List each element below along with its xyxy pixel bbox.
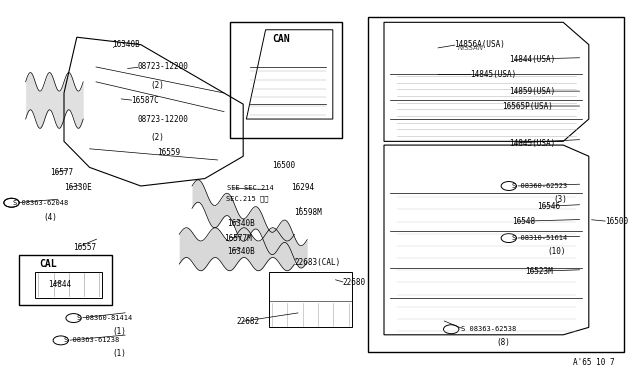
Text: 16577: 16577 (50, 169, 73, 177)
Text: (3): (3) (554, 195, 568, 203)
Text: 16577M: 16577M (224, 234, 252, 243)
Text: (1): (1) (112, 327, 126, 336)
Text: 16546: 16546 (538, 202, 561, 211)
Text: S 08310-51614: S 08310-51614 (512, 235, 567, 241)
Text: 16500: 16500 (605, 217, 628, 226)
Text: NISSAN: NISSAN (458, 45, 483, 51)
Text: (4): (4) (44, 213, 58, 222)
Text: SEE SEC.214: SEE SEC.214 (227, 185, 274, 191)
Text: 14845(USA): 14845(USA) (470, 70, 516, 79)
Text: (2): (2) (150, 133, 164, 142)
Text: (2): (2) (150, 81, 164, 90)
Text: 16598M: 16598M (294, 208, 322, 217)
Text: (8): (8) (496, 338, 510, 347)
Text: 16587C: 16587C (131, 96, 159, 105)
Text: CAN: CAN (272, 34, 290, 44)
Text: S 08360-81414: S 08360-81414 (77, 315, 132, 321)
Text: 14844: 14844 (48, 280, 71, 289)
Text: 14844(USA): 14844(USA) (509, 55, 555, 64)
Text: S 08363-62538: S 08363-62538 (461, 326, 516, 332)
Text: 16340B: 16340B (227, 247, 255, 256)
Text: S 08363-61238: S 08363-61238 (64, 337, 119, 343)
Text: 22682: 22682 (237, 317, 260, 326)
Text: 08723-12200: 08723-12200 (138, 62, 188, 71)
Text: S 08360-62523: S 08360-62523 (512, 183, 567, 189)
Text: 16548: 16548 (512, 217, 535, 226)
Text: 16330E: 16330E (64, 183, 92, 192)
Text: 16559: 16559 (157, 148, 180, 157)
Text: 22683(CAL): 22683(CAL) (294, 258, 340, 267)
Text: 14859(USA): 14859(USA) (509, 87, 555, 96)
Text: S 08363-62048: S 08363-62048 (13, 200, 68, 206)
Text: A'65 10 7: A'65 10 7 (573, 358, 614, 367)
Text: 16294: 16294 (291, 183, 314, 192)
Text: (10): (10) (547, 247, 566, 256)
Text: 22680: 22680 (342, 278, 365, 287)
Text: (1): (1) (112, 349, 126, 358)
Text: 16340B: 16340B (112, 40, 140, 49)
Text: 16500: 16500 (272, 161, 295, 170)
Bar (230, 22, 342, 138)
Bar (368, 17, 624, 352)
Text: 16340B: 16340B (227, 219, 255, 228)
Text: CAL: CAL (40, 259, 58, 269)
Text: 16557: 16557 (74, 243, 97, 252)
Text: 14856A(USA): 14856A(USA) (454, 40, 505, 49)
Text: 16523M: 16523M (525, 267, 552, 276)
Text: 14845(USA): 14845(USA) (509, 139, 555, 148)
Bar (19, 255, 112, 305)
Text: 16565P(USA): 16565P(USA) (502, 102, 553, 110)
Text: SEC.215 参照: SEC.215 参照 (226, 196, 268, 202)
Text: 08723-12200: 08723-12200 (138, 115, 188, 124)
